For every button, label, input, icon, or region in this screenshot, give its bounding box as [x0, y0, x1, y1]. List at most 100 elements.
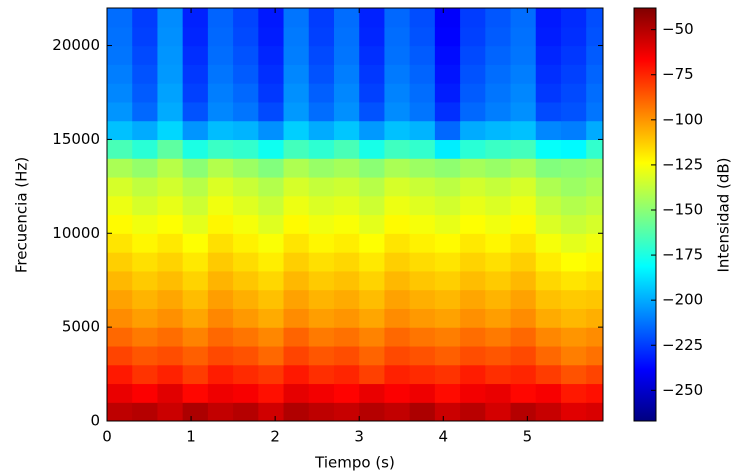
cell	[233, 120, 259, 141]
cell	[258, 233, 285, 253]
cell	[409, 120, 436, 141]
colorbar-tick-label: −75	[662, 65, 694, 83]
y-axis-label: Frecuencia (Hz)	[13, 157, 31, 273]
cell	[409, 252, 436, 272]
cell	[258, 270, 285, 291]
cell	[510, 139, 537, 159]
cell	[359, 158, 386, 178]
cell	[207, 327, 234, 347]
cell	[586, 402, 603, 421]
cell	[182, 364, 209, 385]
cell	[359, 64, 386, 84]
cell	[308, 383, 335, 403]
cell	[182, 289, 209, 309]
cell	[308, 289, 335, 309]
cell	[560, 345, 587, 366]
cell	[258, 383, 285, 403]
cell	[359, 214, 386, 234]
cell	[359, 195, 386, 216]
cell	[560, 101, 587, 122]
cell	[333, 308, 360, 328]
cell	[384, 383, 411, 403]
cell	[586, 270, 603, 291]
colorbar-tick-label: −150	[662, 200, 703, 218]
cell	[157, 101, 184, 122]
cell	[460, 383, 486, 403]
cell	[510, 8, 537, 28]
cell	[586, 139, 603, 159]
cell	[308, 252, 335, 272]
cell	[107, 364, 133, 385]
cell	[233, 139, 259, 159]
plot-frame	[106, 7, 604, 422]
cell	[157, 64, 184, 84]
cell	[283, 120, 310, 141]
cell	[107, 83, 133, 103]
cell	[434, 214, 461, 234]
cell	[434, 289, 461, 309]
cell	[258, 120, 285, 141]
cell	[510, 364, 537, 385]
cell	[510, 308, 537, 328]
cell	[308, 120, 335, 141]
colorbar	[633, 7, 657, 422]
cell	[207, 308, 234, 328]
cell	[535, 176, 562, 197]
cell	[384, 139, 411, 159]
y-tick-label: 20000	[52, 36, 100, 54]
cell	[560, 45, 587, 65]
y-tick-label: 10000	[52, 224, 100, 242]
cell	[258, 195, 285, 216]
cell	[409, 101, 436, 122]
cell	[409, 26, 436, 47]
cell	[182, 176, 209, 197]
cell	[107, 64, 133, 84]
cell	[384, 289, 411, 309]
cell	[384, 83, 411, 103]
cell	[384, 345, 411, 366]
cell	[132, 101, 159, 122]
cell	[258, 345, 285, 366]
cell	[283, 195, 310, 216]
cell	[586, 383, 603, 403]
cell	[485, 45, 512, 65]
cell	[182, 327, 209, 347]
cell	[157, 252, 184, 272]
cell	[560, 176, 587, 197]
cell	[434, 402, 461, 421]
cell	[333, 289, 360, 309]
spectrogram	[107, 8, 603, 421]
cell	[182, 252, 209, 272]
cell	[535, 101, 562, 122]
cell	[510, 83, 537, 103]
cell	[460, 214, 486, 234]
colorbar-tick-label: −250	[662, 381, 703, 399]
cell	[182, 308, 209, 328]
cell	[460, 176, 486, 197]
cell	[107, 383, 133, 403]
cell	[535, 233, 562, 253]
cell	[207, 139, 234, 159]
cell	[535, 289, 562, 309]
cell	[157, 364, 184, 385]
cell	[485, 176, 512, 197]
cell	[485, 120, 512, 141]
cell	[359, 120, 386, 141]
cell	[409, 214, 436, 234]
cell	[308, 327, 335, 347]
cell	[586, 120, 603, 141]
cell	[233, 26, 259, 47]
cell	[233, 101, 259, 122]
cell	[283, 158, 310, 178]
cell	[485, 252, 512, 272]
cell	[434, 26, 461, 47]
cell	[182, 158, 209, 178]
cell	[535, 270, 562, 291]
cell	[258, 289, 285, 309]
cell	[485, 402, 512, 421]
cell	[359, 8, 386, 28]
cell	[586, 345, 603, 366]
cell	[359, 233, 386, 253]
cell	[283, 101, 310, 122]
cell	[308, 214, 335, 234]
